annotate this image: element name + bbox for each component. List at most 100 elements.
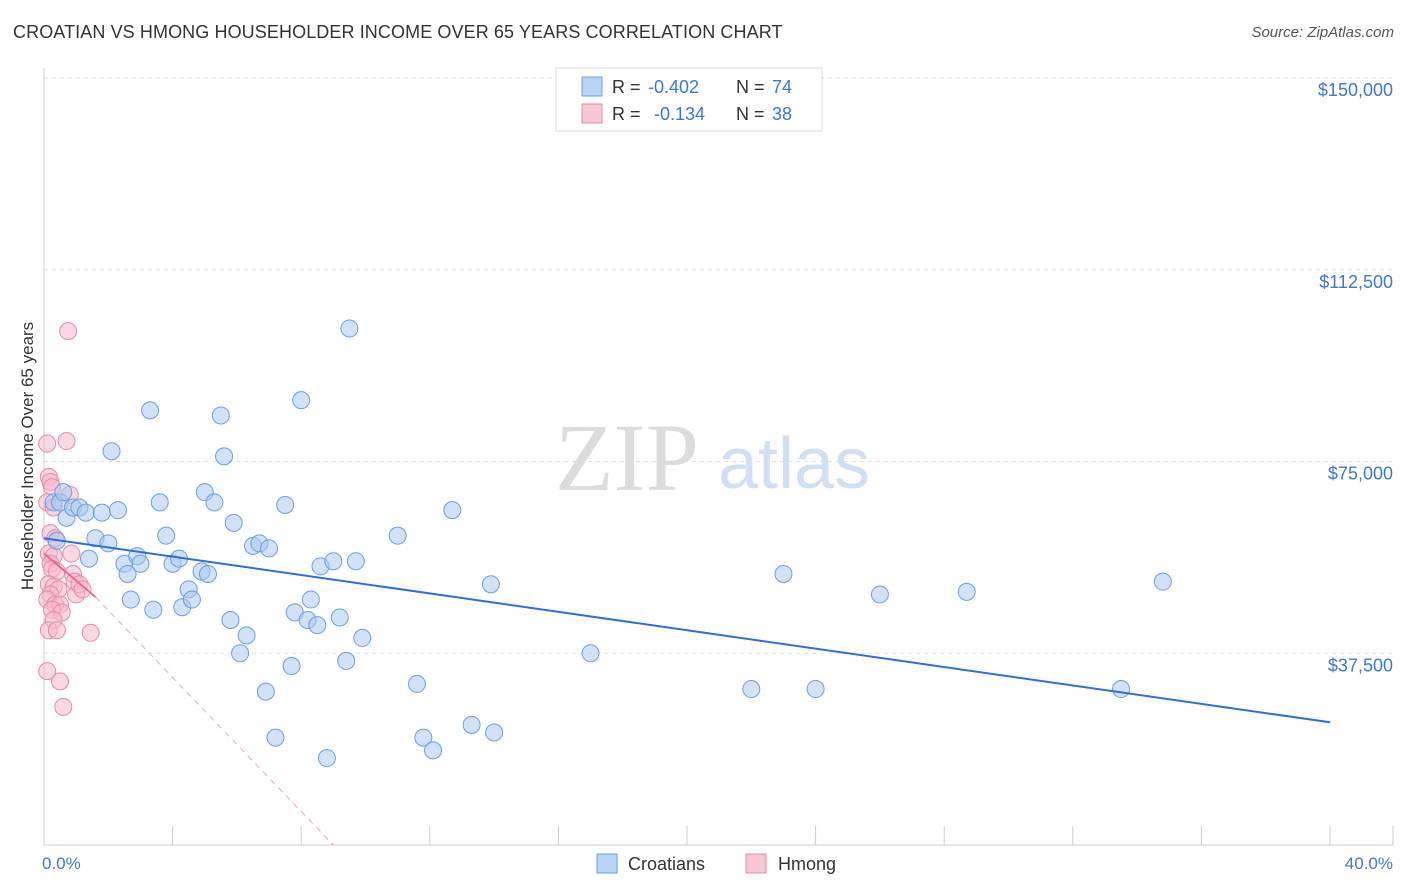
croatians-point <box>308 616 327 635</box>
croatians-point <box>806 680 825 699</box>
croatians-point <box>266 728 285 747</box>
y-tick-label: $37,500 <box>1328 655 1393 675</box>
croatians-point <box>742 680 761 699</box>
hmong-point <box>73 580 92 599</box>
croatians-point <box>485 723 504 742</box>
watermark: ZIP atlas <box>555 404 870 511</box>
trend-lines <box>43 537 1331 846</box>
legend-r-value: -0.134 <box>654 104 705 124</box>
croatians-point <box>231 644 250 663</box>
legend-bottom: Croatians Hmong <box>596 853 836 874</box>
croatians-point <box>224 513 243 532</box>
croatians-point <box>211 406 230 425</box>
croatians-point <box>198 564 217 583</box>
croatians-point <box>221 611 240 630</box>
x-tick-labels: 0.0% 40.0% <box>42 854 1393 873</box>
hmong-point <box>51 672 70 691</box>
croatians-point <box>182 590 201 609</box>
legend-bottom-label-croatians: Croatians <box>628 854 705 874</box>
axes <box>43 68 1394 846</box>
hmong-point <box>54 697 73 716</box>
croatians-point <box>324 552 343 571</box>
legend-r-value: -0.402 <box>648 77 699 97</box>
y-tick-label: $75,000 <box>1328 464 1393 484</box>
croatians-point <box>301 590 320 609</box>
croatians-point <box>256 682 275 701</box>
y-tick-labels: $37,500 $75,000 $112,500 $150,000 <box>1318 80 1393 675</box>
croatians-point <box>54 483 73 502</box>
x-tick-label: 40.0% <box>1345 854 1393 873</box>
croatians-point <box>481 575 500 594</box>
croatians-point <box>407 674 426 693</box>
croatians-point <box>76 503 95 522</box>
hmong-points <box>38 322 100 716</box>
croatians-point <box>150 493 169 512</box>
watermark-zip: ZIP <box>555 404 699 511</box>
croatians-point <box>346 552 365 571</box>
croatians-point <box>462 715 481 734</box>
croatians-point <box>260 539 279 558</box>
legend-n-label: N = <box>736 77 765 97</box>
hmong-point <box>47 621 66 640</box>
croatians-point <box>118 564 137 583</box>
croatians-point <box>157 526 176 545</box>
hmong-trend-extension <box>95 596 334 846</box>
croatians-trend-line <box>43 537 1331 724</box>
croatians-point <box>102 442 121 461</box>
croatians-point <box>141 401 160 420</box>
hmong-point <box>59 322 78 341</box>
legend-n-value: 38 <box>772 104 792 124</box>
croatians-point <box>131 554 150 573</box>
hmong-point <box>38 434 57 453</box>
hmong-point <box>38 662 57 681</box>
croatians-point <box>774 564 793 583</box>
legend-r-label: R = <box>612 77 641 97</box>
legend-n-label: N = <box>736 104 765 124</box>
croatians-point <box>1112 680 1131 699</box>
chart-source: Source: ZipAtlas.com <box>1251 24 1394 41</box>
croatians-point <box>414 728 433 747</box>
legend-bottom-swatch-hmong <box>745 853 767 874</box>
croatians-point <box>205 493 224 512</box>
croatians-point <box>337 651 356 670</box>
croatians-point <box>108 501 127 520</box>
legend-n-value: 74 <box>772 77 792 97</box>
croatians-point <box>276 495 295 514</box>
legend-r-label: R = <box>612 104 641 124</box>
croatians-point <box>215 447 234 466</box>
croatians-point <box>282 657 301 676</box>
y-tick-label: $112,500 <box>1319 272 1393 292</box>
hmong-point <box>57 432 76 451</box>
croatians-point <box>443 501 462 520</box>
croatians-point <box>237 626 256 645</box>
croatians-point <box>388 526 407 545</box>
croatians-point <box>1153 572 1172 591</box>
croatians-point <box>80 549 99 568</box>
legend-top: R = -0.402 N = 74 R = -0.134 N = 38 <box>555 67 823 132</box>
croatians-point <box>424 741 443 760</box>
watermark-atlas: atlas <box>718 424 870 504</box>
croatians-point <box>353 628 372 647</box>
x-tick-label: 0.0% <box>42 854 81 873</box>
croatians-point <box>870 585 889 604</box>
croatians-point <box>330 608 349 627</box>
legend-swatch-croatians <box>581 76 603 97</box>
croatians-point <box>121 590 140 609</box>
croatians-point <box>317 749 336 768</box>
legend-swatch-hmong <box>581 103 603 124</box>
croatians-point <box>957 582 976 601</box>
legend-bottom-swatch-croatians <box>596 853 618 874</box>
croatians-point <box>144 600 163 619</box>
croatians-point <box>340 319 359 338</box>
croatians-point <box>292 391 311 410</box>
croatians-point <box>92 503 111 522</box>
hmong-point <box>81 623 100 642</box>
y-axis-title: Householder Income Over 65 years <box>18 322 37 590</box>
y-tick-label: $150,000 <box>1318 80 1393 100</box>
hmong-point <box>62 544 81 563</box>
chart-title: CROATIAN VS HMONG HOUSEHOLDER INCOME OVE… <box>13 22 783 42</box>
croatians-points <box>44 319 1172 768</box>
hmong-trend-line <box>43 552 97 598</box>
legend-bottom-label-hmong: Hmong <box>778 854 836 874</box>
